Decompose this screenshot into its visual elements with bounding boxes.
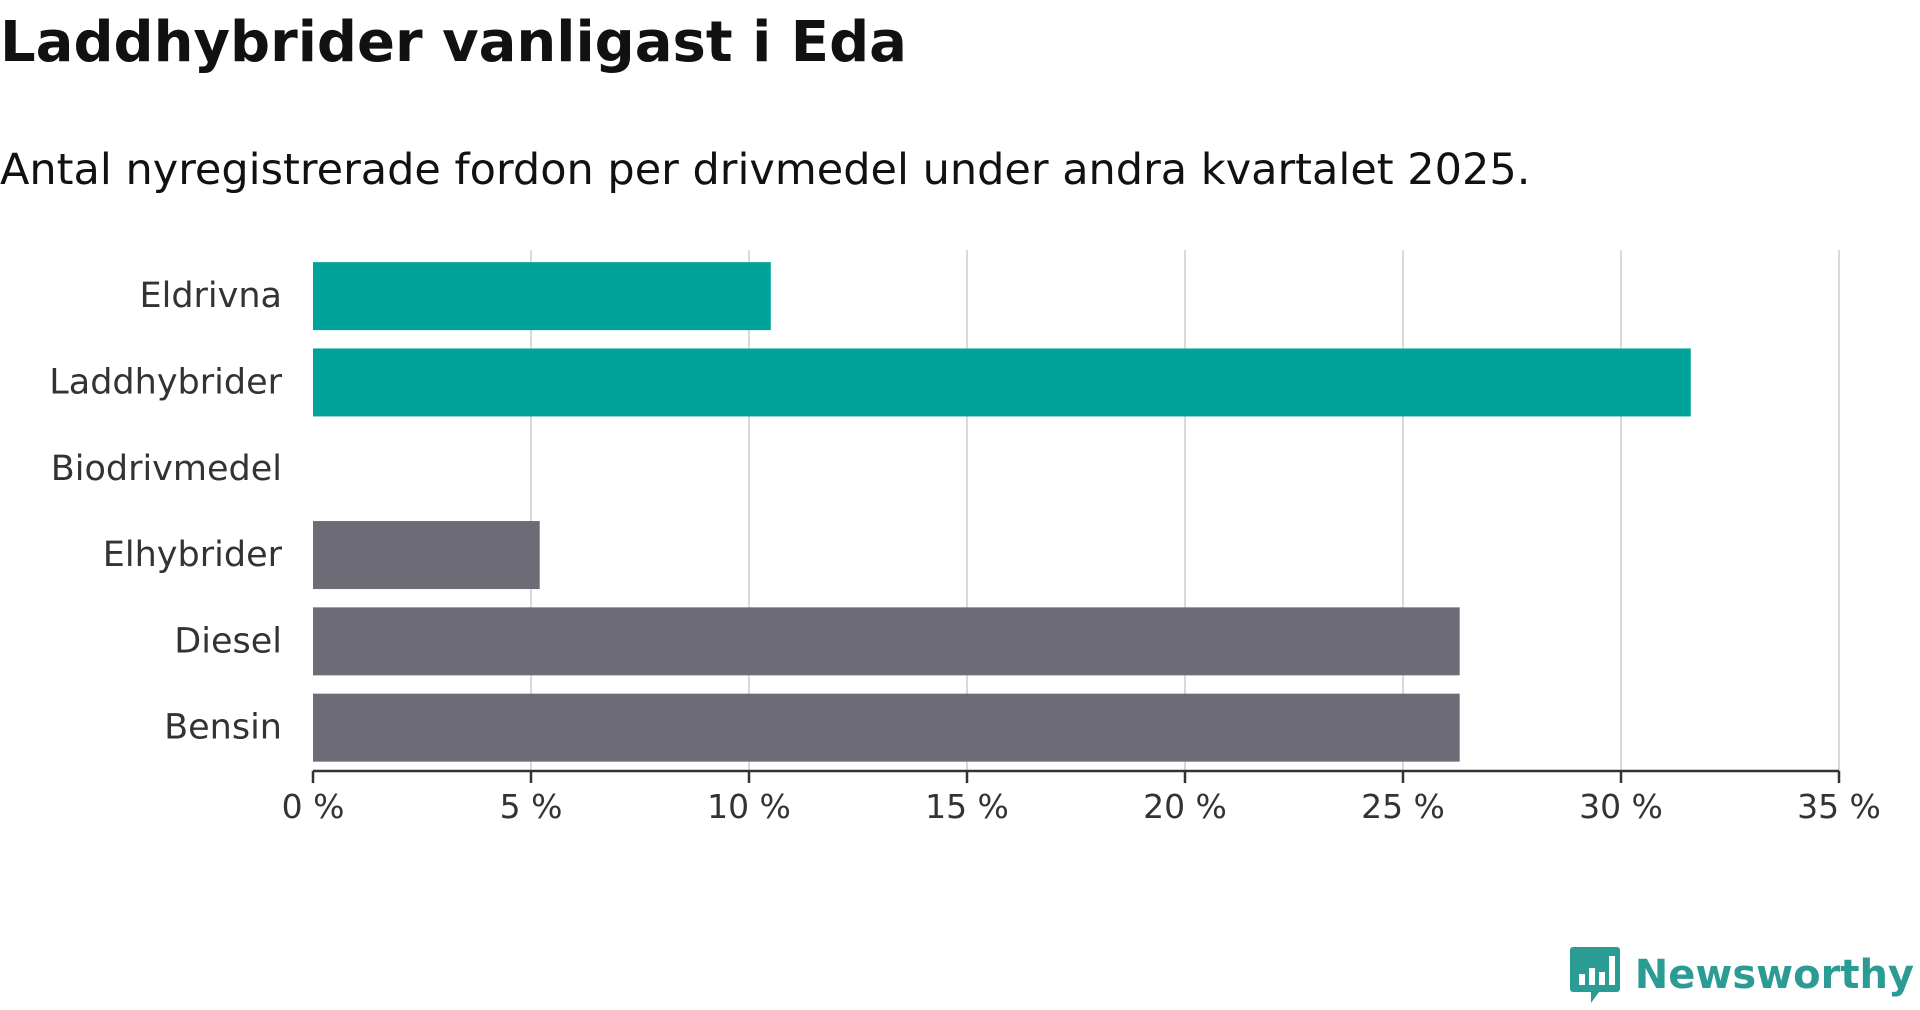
x-tick-label-5: 25 % bbox=[1361, 787, 1445, 826]
x-tick-label-6: 30 % bbox=[1579, 787, 1663, 826]
bar-4 bbox=[313, 607, 1460, 676]
x-tick-label-1: 5 % bbox=[500, 787, 563, 826]
category-label-2: Biodrivmedel bbox=[51, 449, 282, 489]
gridlines bbox=[530, 250, 1840, 771]
x-tick-label-0: 0 % bbox=[282, 787, 345, 826]
bar-5 bbox=[313, 693, 1460, 762]
x-tick-label-7: 35 % bbox=[1797, 787, 1881, 826]
chart-title: Laddhybrider vanligast i Eda bbox=[0, 10, 907, 75]
category-label-5: Bensin bbox=[164, 708, 282, 748]
x-tick-label-3: 15 % bbox=[925, 787, 1009, 826]
category-labels: Eldrivna Laddhybrider Biodrivmedel Elhybrid… bbox=[49, 276, 282, 748]
category-label-0: Eldrivna bbox=[139, 276, 282, 316]
brand-logo: Newsworthy bbox=[1569, 940, 1914, 1010]
category-label-1: Laddhybrider bbox=[49, 362, 282, 402]
x-tick-label-4: 20 % bbox=[1143, 787, 1227, 826]
bar-0 bbox=[313, 262, 771, 331]
bars bbox=[313, 262, 1691, 762]
x-axis: 0 % 5 % 10 % 15 % 20 % 25 % 30 % 35 % bbox=[282, 769, 1881, 826]
chart-subtitle: Antal nyregistrerade fordon per drivmede… bbox=[0, 145, 1531, 195]
category-label-3: Elhybrider bbox=[103, 535, 283, 575]
category-label-4: Diesel bbox=[174, 621, 282, 661]
brand-name: Newsworthy bbox=[1634, 952, 1914, 998]
x-tick-label-2: 10 % bbox=[707, 787, 791, 826]
bar-3 bbox=[313, 521, 540, 590]
bar-1 bbox=[313, 348, 1691, 417]
newsworthy-logo-icon bbox=[1569, 947, 1620, 1003]
